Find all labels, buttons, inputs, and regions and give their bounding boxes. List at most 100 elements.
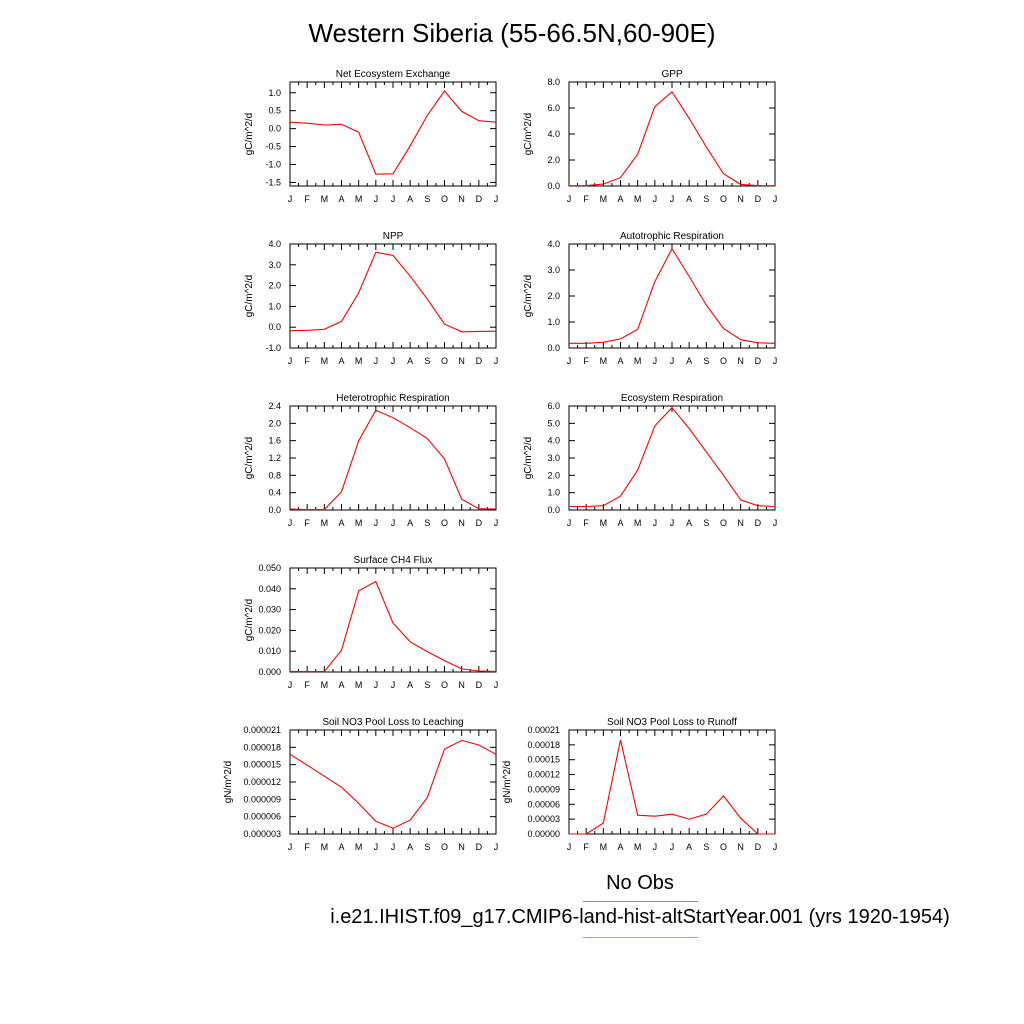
y-tick-label: 0.0 [268,505,281,515]
chart-title: GPP [661,69,682,80]
x-tick-label: O [441,680,448,690]
y-tick-label: 6.0 [547,103,560,113]
y-tick-label: 0.000012 [243,777,281,787]
x-tick-label: F [583,518,589,528]
series-line [289,739,497,829]
x-tick-label: M [355,680,363,690]
series-line [569,739,775,835]
y-tick-label: 0.5 [268,106,281,116]
x-tick-label: O [720,518,727,528]
x-tick-label: M [600,842,608,852]
y-axis-label: gC/m^2/d [523,113,534,156]
x-tick-label: N [737,356,744,366]
y-tick-label: 4.0 [547,436,560,446]
x-tick-label: A [686,842,692,852]
y-axis-label: gC/m^2/d [523,437,534,480]
x-tick-label: F [304,518,310,528]
y-tick-label: 0.0 [547,343,560,353]
plot-frame [568,243,776,349]
x-tick-label: J [374,842,379,852]
x-tick-label: J [567,842,572,852]
y-tick-label: -1.0 [265,159,281,169]
x-tick-label: D [755,518,762,528]
x-tick-label: J [773,518,778,528]
x-tick-label: A [686,194,692,204]
plot-frame [568,729,776,835]
legend-case-line [583,937,698,938]
y-tick-label: 2.4 [268,401,281,411]
series-line [289,580,497,673]
x-tick-label: F [583,842,589,852]
plot-frame [289,81,497,187]
chart-title: Surface CH4 Flux [354,555,433,566]
y-tick-label: 5.0 [547,418,560,428]
y-tick-label: 0.000021 [243,725,281,735]
y-tick-label: 2.0 [547,291,560,301]
x-tick-label: N [458,356,465,366]
y-tick-label: 0.00021 [527,725,560,735]
x-tick-label: J [670,842,675,852]
x-tick-label: M [355,842,363,852]
x-tick-label: M [321,356,329,366]
y-tick-label: 0.050 [258,563,281,573]
x-tick-label: M [321,842,329,852]
x-tick-label: D [476,842,483,852]
y-tick-label: 0.000003 [243,829,281,839]
x-tick-label: M [355,194,363,204]
x-tick-label: M [634,518,642,528]
y-tick-label: 2.0 [268,281,281,291]
x-tick-label: J [288,680,293,690]
x-tick-label: J [391,680,396,690]
x-tick-label: S [703,356,709,366]
x-tick-label: N [737,518,744,528]
x-tick-label: D [476,680,483,690]
y-tick-label: 0.00000 [527,829,560,839]
page-title: Western Siberia (55-66.5N,60-90E) [308,18,716,48]
chart-title: NPP [383,231,404,242]
x-tick-label: J [374,194,379,204]
y-tick-label: 0.000018 [243,742,281,752]
x-tick-label: S [424,518,430,528]
series-line [289,409,497,511]
y-tick-label: 3.0 [547,453,560,463]
x-tick-label: A [407,680,413,690]
plot-frame [568,405,776,511]
x-tick-label: S [424,356,430,366]
y-tick-label: 0.020 [258,625,281,635]
x-tick-label: J [288,518,293,528]
x-tick-label: J [567,356,572,366]
x-tick-label: M [321,194,329,204]
x-tick-label: D [476,518,483,528]
y-tick-label: 0.000009 [243,794,281,804]
x-tick-label: M [321,680,329,690]
y-tick-label: 0.000 [258,667,281,677]
x-tick-label: O [441,518,448,528]
x-tick-label: D [755,842,762,852]
x-tick-label: J [773,194,778,204]
plot-frame [568,81,776,187]
legend-case-label: i.e21.IHIST.f09_g17.CMIP6-land-hist-altS… [330,906,950,928]
x-tick-label: A [407,842,413,852]
x-tick-label: A [338,680,344,690]
y-axis-label: gC/m^2/d [244,437,255,480]
y-tick-label: 0.0 [268,322,281,332]
y-tick-label: 0.4 [268,488,281,498]
x-tick-label: J [494,518,499,528]
x-tick-label: J [288,842,293,852]
x-tick-label: S [703,842,709,852]
series-line [568,90,776,187]
y-tick-label: 0.000006 [243,812,281,822]
plot-frame [289,567,497,673]
series-line [289,251,497,333]
y-tick-label: 0.0 [268,124,281,134]
y-tick-label: 0.00015 [527,755,560,765]
y-tick-label: 6.0 [547,401,560,411]
x-tick-label: F [304,842,310,852]
y-axis-label: gN/m^2/d [223,761,234,804]
x-tick-label: F [304,194,310,204]
y-axis-label: gC/m^2/d [523,275,534,318]
x-tick-label: N [458,194,465,204]
